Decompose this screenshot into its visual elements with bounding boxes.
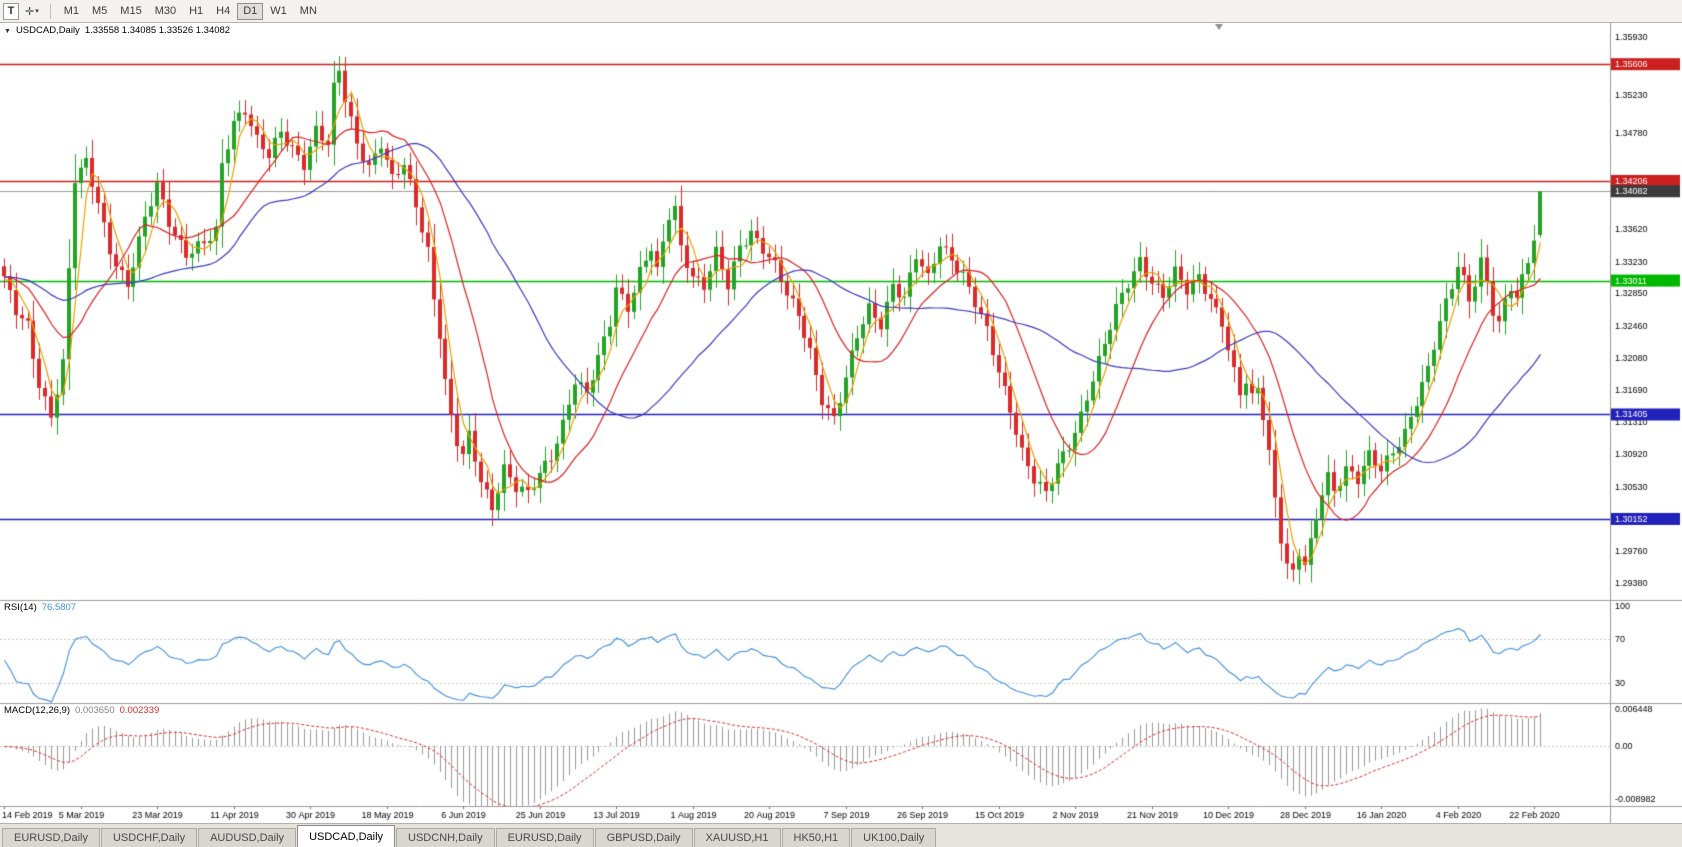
timeframe-button-h1[interactable]: H1 [183, 3, 209, 20]
tab-audusd-daily[interactable]: AUDUSD,Daily [198, 828, 297, 847]
tab-gbpusd-daily[interactable]: GBPUSD,Daily [594, 828, 693, 847]
crosshair-cursor-icon: ✛ [25, 5, 35, 18]
tab-eurusd-daily[interactable]: EURUSD,Daily [2, 828, 100, 847]
timeframe-button-m30[interactable]: M30 [149, 3, 182, 20]
chevron-down-icon: ▾ [35, 8, 39, 15]
tab-usdcnh-daily[interactable]: USDCNH,Daily [396, 828, 495, 847]
text-tool-button[interactable]: T [3, 2, 19, 20]
timeframe-button-d1[interactable]: D1 [237, 2, 264, 20]
chart-tabs-bar: EURUSD,Daily USDCHF,Daily AUDUSD,Daily USDC… [0, 824, 1682, 847]
timeframe-button-mn[interactable]: MN [294, 3, 323, 20]
price-chart-canvas[interactable] [0, 23, 1682, 823]
tab-eurusd-daily[interactable]: EURUSD,Daily [495, 828, 594, 847]
timeframe-button-m1[interactable]: M1 [58, 3, 85, 20]
tab-xauusd-h1[interactable]: XAUUSD,H1 [693, 828, 781, 847]
top-toolbar: T ✛ ▾ M1 M5 M15 M30 H1 H4 D1 W1 MN [0, 0, 1682, 23]
timeframe-button-m5[interactable]: M5 [86, 3, 113, 20]
tab-usdchf-daily[interactable]: USDCHF,Daily [100, 828, 198, 847]
chart-window: ▼ USDCAD,Daily 1.33558 1.34085 1.33526 1… [0, 23, 1682, 824]
timeframe-button-h4[interactable]: H4 [210, 3, 236, 20]
timeframe-button-m15[interactable]: M15 [114, 3, 147, 20]
tab-uk100-daily[interactable]: UK100,Daily [851, 828, 937, 847]
tab-hk50-h1[interactable]: HK50,H1 [781, 828, 851, 847]
timeframe-buttons: M1 M5 M15 M30 H1 H4 D1 W1 MN [58, 2, 324, 20]
collapse-chart-icon[interactable]: ▼ [4, 28, 11, 35]
toolbar-separator [49, 3, 51, 19]
tab-usdcad-daily[interactable]: USDCAD,Daily [297, 825, 396, 847]
timeframe-button-w1[interactable]: W1 [264, 3, 293, 20]
cursor-tool-button[interactable]: ✛ ▾ [21, 3, 43, 20]
